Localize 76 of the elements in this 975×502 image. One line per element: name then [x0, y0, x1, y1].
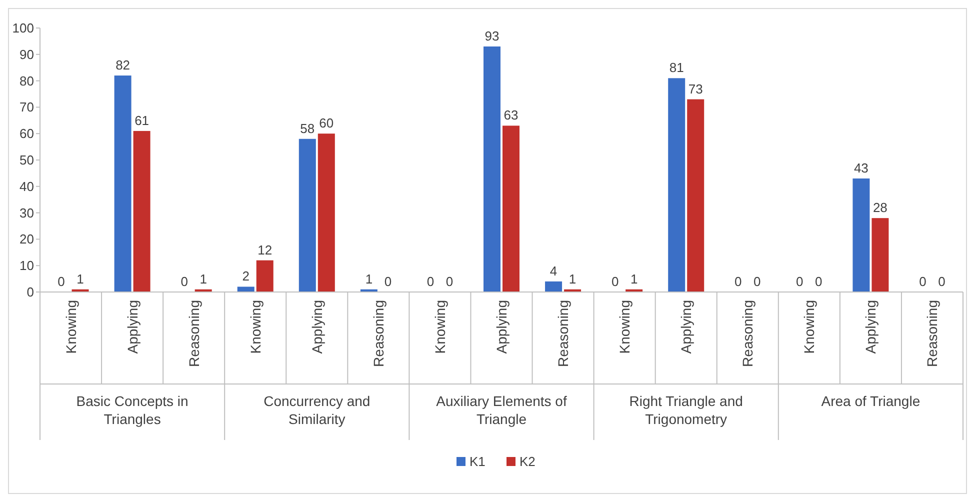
- y-tick-label: 20: [20, 232, 34, 247]
- bar: [318, 134, 335, 292]
- data-label: 0: [611, 274, 619, 289]
- data-label: 1: [76, 271, 84, 286]
- text: Basic Concepts in Triangles: [76, 393, 188, 427]
- bar: [298, 138, 316, 292]
- y-tick-label: 30: [20, 205, 34, 220]
- y-tick-label: 90: [20, 46, 34, 62]
- data-label: 93: [484, 28, 500, 44]
- data-label: 0: [384, 274, 392, 289]
- text: Concurrency and Similarity: [264, 393, 370, 427]
- x-tick-label: Applying: [124, 300, 140, 354]
- bar: [502, 126, 520, 292]
- data-label: 0: [938, 274, 946, 289]
- bar: [872, 218, 889, 292]
- data-label: 0: [796, 274, 804, 289]
- x-tick-label: Knowing: [616, 300, 633, 354]
- data-label: 0: [180, 274, 188, 289]
- data-label: 58: [300, 120, 315, 136]
- text: Area of Triangle: [821, 393, 920, 409]
- data-label: 81: [669, 60, 684, 76]
- data-label: 1: [200, 271, 207, 286]
- bar: [256, 260, 274, 292]
- legend-label: K2: [520, 454, 536, 469]
- data-label: 0: [446, 274, 454, 289]
- data-label: 61: [134, 112, 150, 128]
- data-label: 28: [872, 200, 888, 216]
- data-label: 0: [58, 274, 65, 289]
- bar: [668, 78, 686, 292]
- x-tick-label: Reasoning: [924, 300, 940, 367]
- data-label: 1: [568, 271, 576, 286]
- y-tick-label: 40: [20, 178, 34, 194]
- x-tick-label: Applying: [678, 300, 694, 354]
- data-label: 0: [426, 274, 434, 289]
- x-tick-label: Applying: [494, 300, 510, 354]
- data-label: 63: [504, 108, 518, 123]
- data-label: 0: [754, 274, 761, 289]
- data-label: 0: [815, 274, 822, 289]
- data-label: 0: [734, 274, 742, 289]
- x-tick-label: Reasoning: [370, 300, 386, 367]
- data-label: 12: [258, 242, 272, 258]
- x-tick-label: Applying: [308, 300, 325, 354]
- x-tick-label: Knowing: [801, 300, 818, 354]
- data-label: 4: [550, 263, 558, 278]
- data-label: 60: [319, 116, 334, 131]
- data-label: 82: [116, 58, 130, 73]
- data-label: 73: [688, 81, 703, 96]
- data-label: 1: [365, 271, 373, 286]
- y-tick-label: 60: [20, 126, 34, 142]
- y-tick-label: 10: [20, 258, 34, 274]
- x-tick-label: Knowing: [247, 300, 264, 354]
- legend-label: K1: [470, 454, 486, 469]
- data-label: 2: [242, 268, 250, 284]
- text: Auxiliary Elements of Triangle: [436, 393, 567, 427]
- x-tick-label: Reasoning: [186, 300, 202, 367]
- bar: [545, 281, 562, 292]
- data-label: 0: [919, 274, 926, 289]
- x-tick-label: Knowing: [62, 300, 79, 354]
- text: Right Triangle and Trigonometry: [629, 393, 743, 427]
- data-label: 43: [854, 160, 868, 176]
- data-label: 1: [630, 271, 638, 286]
- bar: [114, 76, 132, 292]
- y-tick-label: 100: [12, 20, 34, 36]
- bar: [687, 99, 704, 292]
- x-tick-label: Reasoning: [740, 300, 756, 367]
- y-tick-label: 50: [20, 152, 34, 168]
- bar: [852, 178, 870, 292]
- bar: [237, 286, 254, 292]
- x-tick-label: Applying: [862, 300, 879, 354]
- x-tick-label: Knowing: [432, 300, 448, 354]
- y-tick-label: 0: [26, 284, 34, 300]
- bar: [484, 46, 500, 292]
- x-tick-label: Reasoning: [555, 300, 572, 367]
- y-tick-label: 70: [20, 100, 34, 115]
- bar: [133, 130, 150, 292]
- y-tick-label: 80: [20, 73, 34, 88]
